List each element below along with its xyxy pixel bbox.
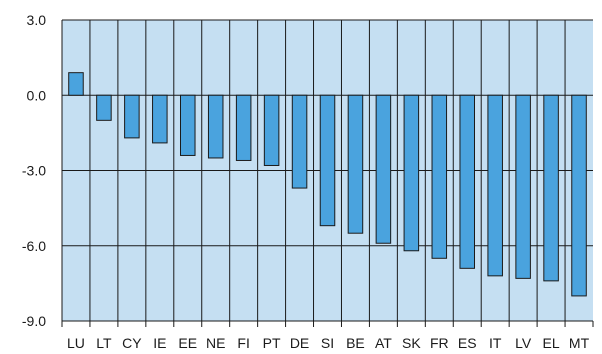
- x-tick-label-el: EL: [543, 335, 560, 351]
- bar-ne: [207, 94, 224, 159]
- bar-ee: [179, 94, 196, 156]
- y-tick-label: -3.0: [22, 163, 46, 179]
- bar-fi: [235, 94, 252, 161]
- x-tick-label-es: ES: [458, 335, 477, 351]
- x-tick-label-mt: MT: [569, 335, 590, 351]
- bar-sk: [403, 94, 420, 252]
- x-tick-label-ie: IE: [153, 335, 166, 351]
- y-tick-labels: 3.0 0.0 -3.0 -6.0 -9.0: [22, 12, 46, 329]
- bar-lu: [68, 72, 84, 96]
- x-tick-label-fi: FI: [237, 335, 249, 351]
- x-tick-labels: LU LT CY IE EE NE FI PT DE SI BE AT SK FR ES IT LV EL MT: [61, 321, 594, 351]
- x-tick-label-pt: PT: [263, 335, 281, 351]
- bar-ie: [152, 94, 168, 144]
- x-tick-label-cy: CY: [122, 335, 142, 351]
- bar-pt: [263, 94, 280, 166]
- bar-fr: [431, 94, 448, 259]
- x-tick-label-sk: SK: [402, 335, 421, 351]
- bar-es: [459, 94, 476, 269]
- y-tick-label: 3.0: [27, 12, 47, 28]
- x-tick-label-be: BE: [346, 335, 365, 351]
- y-tick-label: -9.0: [22, 313, 46, 329]
- x-tick-label-lu: LU: [67, 335, 85, 351]
- bar-si: [319, 94, 336, 227]
- bar-el: [543, 94, 559, 282]
- bar-cy: [124, 94, 140, 139]
- x-tick-label-at: AT: [375, 335, 392, 351]
- bar-it: [487, 94, 503, 277]
- x-tick-label-ee: EE: [178, 335, 197, 351]
- bar-de: [291, 94, 308, 189]
- x-tick-label-fr: FR: [430, 335, 449, 351]
- bar-lt: [96, 94, 112, 121]
- x-tick-label-de: DE: [290, 335, 309, 351]
- y-tick-label: 0.0: [27, 87, 47, 103]
- bar-lv: [515, 94, 531, 279]
- bar-at: [375, 94, 392, 244]
- x-tick-label-ne: NE: [206, 335, 225, 351]
- bar-mt: [571, 94, 587, 297]
- x-tick-label-si: SI: [321, 335, 334, 351]
- x-tick-label-lt: LT: [96, 335, 112, 351]
- x-tick-label-lv: LV: [515, 335, 532, 351]
- bar-be: [347, 94, 364, 234]
- bars: [68, 72, 587, 297]
- y-tick-label: -6.0: [22, 238, 46, 254]
- x-tick-label-it: IT: [489, 335, 502, 351]
